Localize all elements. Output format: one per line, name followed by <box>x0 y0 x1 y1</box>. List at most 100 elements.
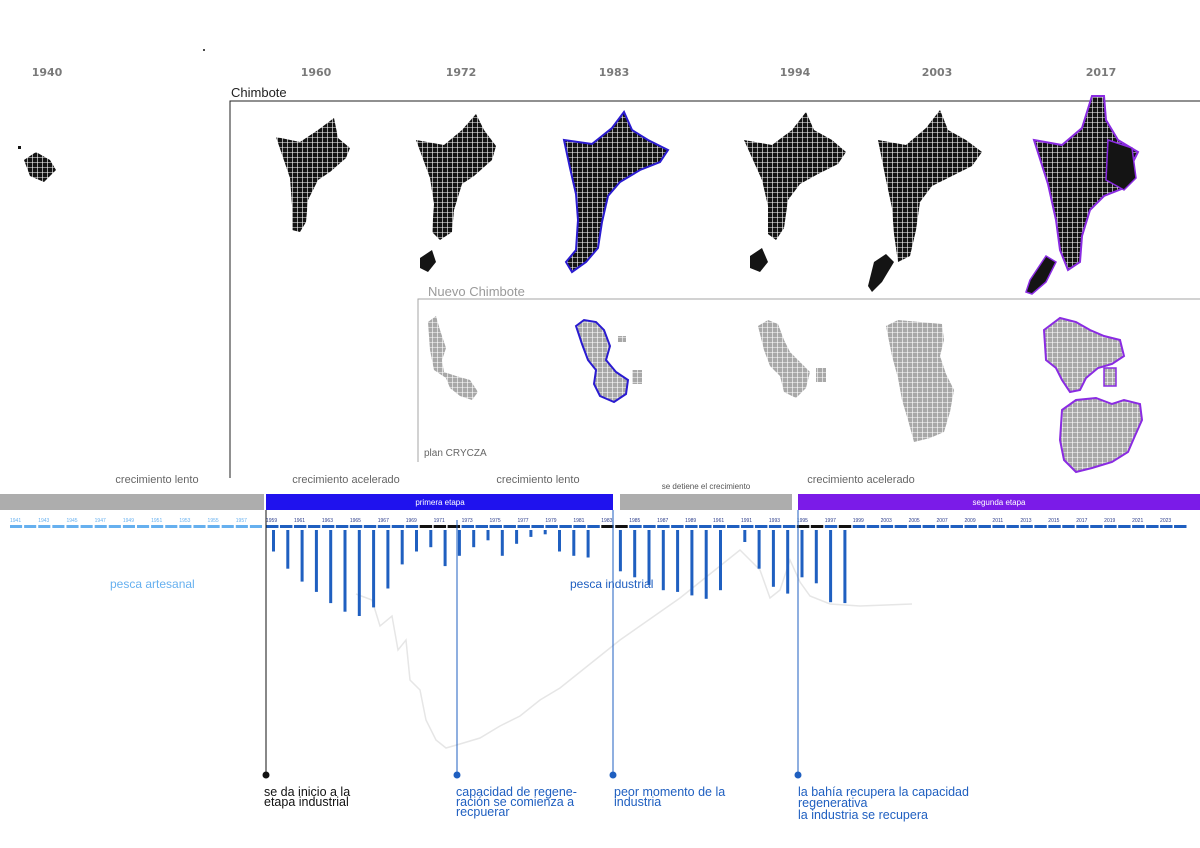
timeline-segment-industrial <box>1104 525 1117 528</box>
event-2-line-3: recpuerar <box>456 805 510 819</box>
timeline-segment-industrial <box>531 525 544 528</box>
chimbote-map-1983 <box>562 110 670 274</box>
timeline-year-label: 1983 <box>601 518 612 524</box>
fishing-bar <box>800 530 804 578</box>
timeline-year-label: 1961 <box>294 518 305 524</box>
timeline-segment-industrial <box>713 525 726 528</box>
timeline-segment-artisanal <box>207 525 220 528</box>
timeline-year-label: 2011 <box>992 518 1003 524</box>
nuevo-map-1983 <box>574 318 642 404</box>
event-4-line-1: la bahía recupera la capacidad <box>798 785 969 799</box>
fishing-bar <box>704 530 708 599</box>
timeline-segment-industrial <box>391 525 405 528</box>
timeline-segment-industrial <box>768 525 782 528</box>
timeline-segment-artisanal <box>151 525 164 528</box>
header-year-1994: 1994 <box>780 66 811 79</box>
timeline-year-label: 1979 <box>545 518 556 524</box>
timeline-segment-industrial <box>1048 525 1061 528</box>
timeline-segment-industrial <box>880 525 894 528</box>
fishing-bar <box>558 530 561 552</box>
timeline-segment-industrial <box>754 525 768 528</box>
fishing-bar <box>743 530 747 542</box>
timeline-segment-industrial <box>671 525 684 528</box>
timeline-segment-industrial <box>727 525 740 528</box>
timeline-segment-industrial <box>489 525 502 528</box>
event-3-line-1: peor momento de la <box>614 785 725 799</box>
fishing-bar <box>272 530 275 552</box>
fishing-bar <box>757 530 761 569</box>
timeline-segment-industrial <box>964 525 977 528</box>
timeline-year-label: 1967 <box>378 518 389 524</box>
timeline-segment-industrial <box>293 525 307 528</box>
fishing-bars <box>272 530 847 616</box>
event-dot-2 <box>453 771 461 779</box>
timeline-segment-industrial <box>1090 525 1103 528</box>
timeline-segment-industrial <box>559 525 572 528</box>
timeline-segment-artisanal <box>122 525 135 528</box>
timeline-segment-industrial <box>1132 525 1145 528</box>
fishing-bar <box>676 530 680 592</box>
plan-crycza-label: plan CRYCZA <box>424 448 487 459</box>
timeline-year-label: 1959 <box>266 518 277 524</box>
timeline-year-label: 2021 <box>1132 518 1143 524</box>
band-label-segunda-etapa: segunda etapa <box>973 498 1026 507</box>
event-2-line-1: capacidad de regene- <box>456 785 577 799</box>
timeline-segment-artisanal <box>193 525 206 528</box>
timeline-segment-industrial <box>936 525 950 528</box>
timeline-segment-industrial <box>1062 525 1075 528</box>
timeline-segment-industrial <box>922 525 936 528</box>
timeline-year-label: 1981 <box>573 518 584 524</box>
header-years: 1940 1960 1972 1983 1994 2003 2017 <box>32 66 1117 79</box>
timeline-segment-artisanal <box>38 525 51 528</box>
ghost-trend-line <box>355 548 913 749</box>
timeline-segment-artisanal <box>66 525 79 528</box>
timeline-segment-industrial <box>321 525 335 528</box>
fishing-bar <box>543 530 547 535</box>
timeline-segment-industrial <box>657 525 670 528</box>
timeline-segment-industrial <box>699 525 712 528</box>
header-year-2017: 2017 <box>1086 66 1117 79</box>
timeline-segment-industrial <box>307 525 321 528</box>
timeline-segment-industrial <box>349 525 363 528</box>
timeline-year-label: 1987 <box>657 518 668 524</box>
fishing-bar <box>771 530 775 587</box>
fishing-bar <box>529 530 533 537</box>
timeline-year-label: 1993 <box>769 518 780 524</box>
band-crecimiento-lento <box>0 494 264 510</box>
label-pesca-artesanal: pesca artesanal <box>110 577 195 591</box>
year-timeline: 1941 1943 1945 1947 1949 1951 1953 1955 1957 1959… <box>10 518 1187 528</box>
timeline-year-label: 1971 <box>434 518 445 524</box>
timeline-segment-industrial <box>363 525 377 528</box>
header-year-1960: 1960 <box>301 66 332 79</box>
timeline-segment-industrial <box>601 525 614 528</box>
fishing-bar <box>690 530 694 596</box>
timeline-segment-industrial <box>475 525 489 528</box>
timeline-year-label: 2017 <box>1076 518 1087 524</box>
fishing-bar <box>647 530 651 585</box>
header-year-1972: 1972 <box>446 66 477 79</box>
timeline-year-label: 1951 <box>151 518 162 524</box>
chimbote-map-2003 <box>868 110 982 292</box>
timeline-year-label: 1955 <box>208 518 219 524</box>
timeline-year-label: 1991 <box>741 518 752 524</box>
fishing-bar <box>661 530 665 591</box>
chimbote-title: Chimbote <box>231 85 287 100</box>
event-dot-1 <box>262 771 270 779</box>
timeline-segment-industrial <box>461 525 475 528</box>
timeline-segment-industrial <box>615 525 628 528</box>
timeline-segment-industrial <box>866 525 880 528</box>
timeline-year-label: 1985 <box>629 518 640 524</box>
timeline-year-label: 1961 <box>713 518 724 524</box>
chimbote-map-1960 <box>276 118 350 232</box>
timeline-segment-industrial <box>1034 525 1047 528</box>
phase-label-3: crecimiento lento <box>496 474 579 486</box>
fishing-bar <box>415 530 418 552</box>
event-1-line-2: etapa industrial <box>264 795 349 809</box>
fishing-bar <box>814 530 818 584</box>
timeline-year-label: 1973 <box>462 518 473 524</box>
map-1940 <box>18 146 56 182</box>
timeline-segment-artisanal <box>137 525 150 528</box>
timeline-segment-industrial <box>1076 525 1089 528</box>
timeline-year-label: 1949 <box>123 518 134 524</box>
